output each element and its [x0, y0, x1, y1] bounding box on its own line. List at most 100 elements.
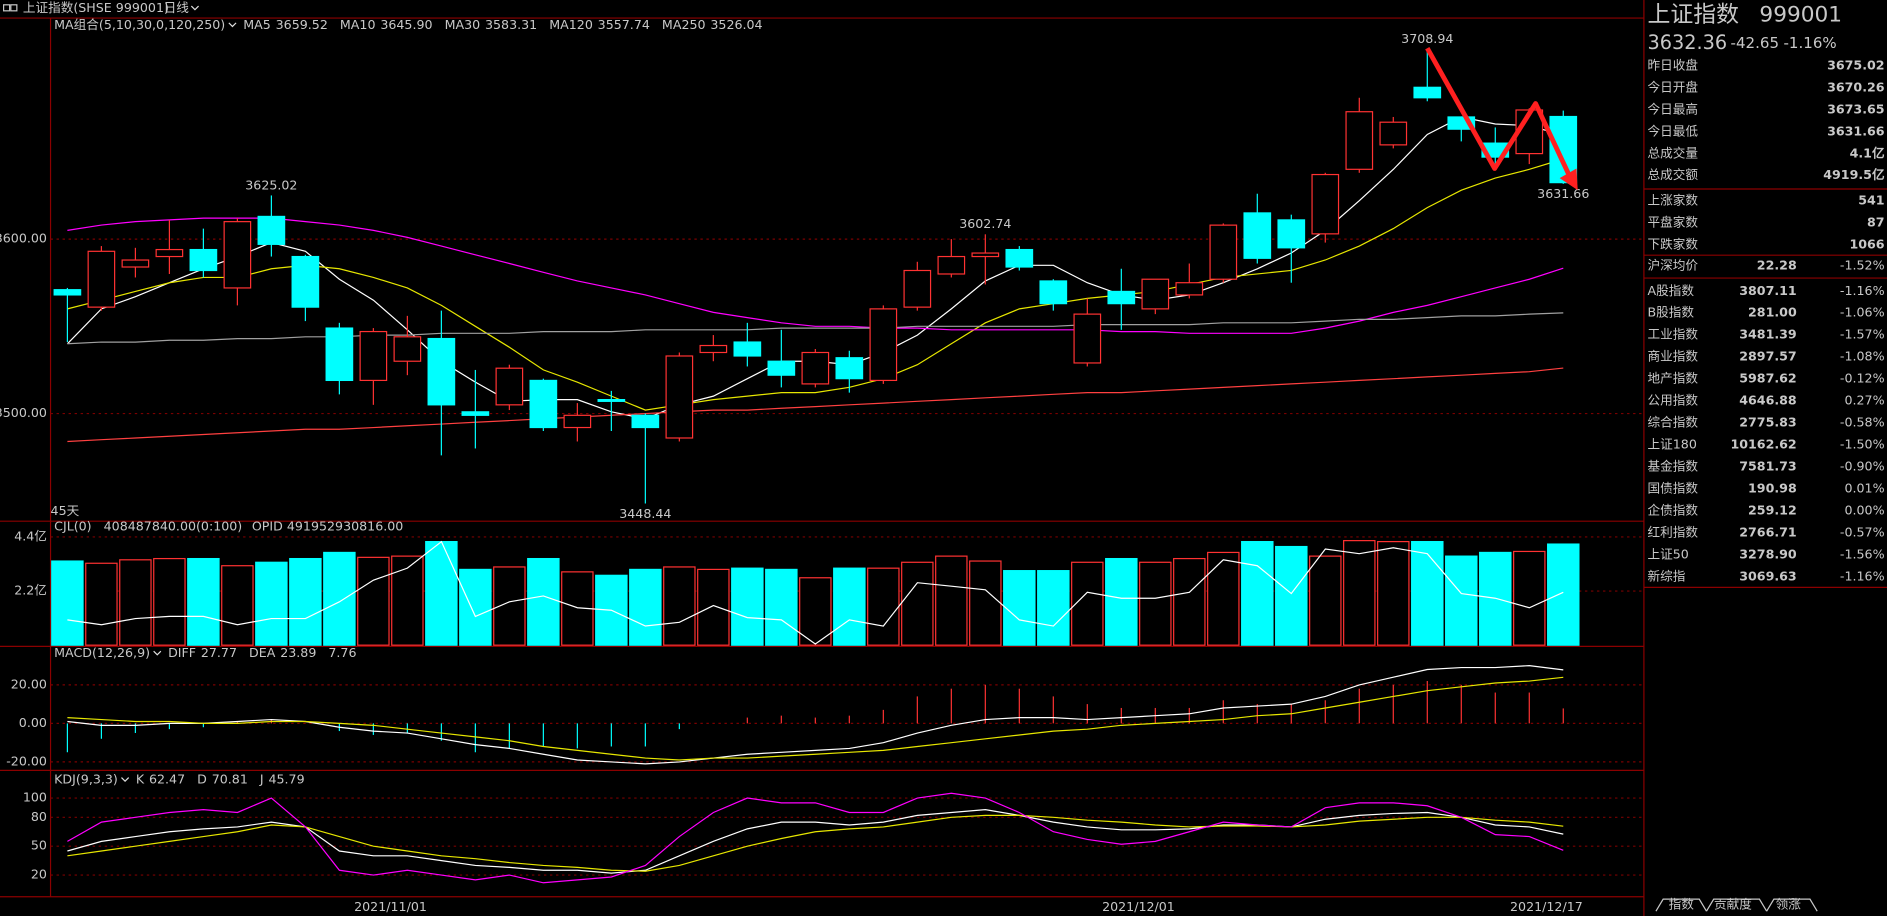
volume-bar — [527, 557, 560, 646]
quote-value: 259.12 — [1748, 502, 1797, 517]
quote-label: 下跌家数 — [1648, 236, 1699, 251]
quote-label: 公用指数 — [1648, 393, 1699, 408]
candle-body — [427, 337, 456, 406]
quote-value: 3807.11 — [1739, 283, 1797, 298]
dropdown-chevron — [228, 22, 237, 28]
y-tick-label: -20.00 — [6, 753, 47, 768]
quote-label: 基金指数 — [1648, 459, 1699, 474]
legend-name: MA10 — [340, 17, 376, 32]
quote-label: 今日开盘 — [1648, 80, 1699, 95]
legend-name: K — [136, 771, 145, 786]
volume-bar — [255, 561, 288, 646]
legend-value: 7.76 — [328, 645, 356, 660]
candle-body — [733, 341, 762, 357]
volume-bar — [51, 560, 84, 646]
low-label: 3448.44 — [619, 506, 671, 521]
quote-label: 上涨家数 — [1648, 193, 1699, 208]
legend-value: 23.89 — [280, 645, 316, 660]
legend-stat: 408487840.00(0:100) — [104, 519, 243, 534]
candle-body — [1209, 224, 1238, 280]
volume-bar — [119, 559, 152, 646]
volume-bar — [1207, 551, 1240, 646]
indicator-line — [67, 676, 1564, 761]
quote-panel: 上证指数 999001 3632.36 -42.65 -1.16% 昨日收盘 36… — [1648, 2, 1885, 583]
plot-layer: 3500.00 3600.00 3625.02 3602.74 3708.94 3448.… — [0, 17, 1644, 914]
volume-bar — [867, 567, 900, 646]
y-tick-label: 80 — [31, 809, 47, 824]
quote-value: 87 — [1867, 214, 1885, 229]
volume-bar — [1479, 551, 1512, 646]
quote-label: A股指数 — [1648, 283, 1695, 298]
low-label: 3631.66 — [1537, 186, 1589, 201]
y-tick-label: 4.4亿 — [14, 528, 47, 543]
quote-label: 昨日收盘 — [1648, 58, 1699, 73]
legend-value: 3526.04 — [710, 17, 762, 32]
candle-body — [665, 355, 694, 439]
indicator-line — [67, 792, 1564, 884]
quote-pct: -1.50% — [1840, 437, 1885, 452]
volume-bar — [935, 555, 968, 646]
volume-bar — [901, 561, 934, 646]
volume-bar — [1105, 557, 1138, 646]
candle-body — [903, 269, 932, 308]
quote-value: 281.00 — [1748, 305, 1797, 320]
legend-name: MA30 — [445, 17, 481, 32]
quote-pct: 0.01% — [1844, 480, 1884, 495]
legend-value: 27.77 — [201, 645, 237, 660]
arrow-head — [1559, 168, 1578, 191]
volume-bar — [391, 555, 424, 646]
tab[interactable]: 指数 — [1669, 897, 1695, 912]
quote-name: 上证指数 — [1648, 2, 1740, 28]
candle-body — [563, 414, 592, 429]
volume-bar — [187, 557, 220, 646]
period-selector[interactable]: 日线 — [164, 0, 190, 15]
volume-bar — [1377, 541, 1410, 646]
quote-label: 上证50 — [1648, 546, 1689, 561]
quote-value: 7581.73 — [1739, 459, 1797, 474]
quote-value: 4.1亿 — [1850, 145, 1885, 160]
indicator-line — [67, 540, 1564, 645]
tab[interactable]: 领涨 — [1776, 897, 1802, 912]
indicator-line — [67, 367, 1564, 443]
legend-value: 62.47 — [149, 771, 185, 786]
candle-body — [937, 255, 966, 275]
candle-body — [1345, 111, 1374, 170]
quote-pct: -1.06% — [1840, 305, 1885, 320]
dropdown-chevron[interactable] — [190, 5, 199, 11]
quote-label: 工业指数 — [1648, 327, 1699, 342]
tab[interactable]: 贡献度 — [1714, 897, 1752, 912]
candle-body — [87, 250, 116, 308]
candle-body — [1005, 248, 1034, 268]
quote-label: 上证180 — [1648, 437, 1697, 452]
candle-body — [699, 344, 728, 354]
y-tick-label: 0.00 — [19, 715, 47, 730]
candle-body — [189, 248, 218, 272]
candle-body — [495, 367, 524, 406]
x-tick-label: 2021/11/01 — [354, 899, 427, 914]
period-label: 45天 — [51, 503, 80, 518]
volume-bar — [1411, 541, 1444, 646]
legend-name: MA250 — [662, 17, 706, 32]
high-label: 3625.02 — [245, 177, 297, 192]
candle-body — [529, 379, 558, 429]
y-tick-label: 100 — [23, 790, 47, 805]
legend-value: 70.81 — [212, 771, 248, 786]
candle-body — [835, 357, 864, 380]
quote-value: 22.28 — [1757, 258, 1797, 273]
volume-bar — [1139, 561, 1172, 646]
quote-label: 沪深均价 — [1648, 258, 1699, 273]
quote-pct: 0.00% — [1844, 502, 1884, 517]
volume-bar — [1241, 541, 1274, 646]
volume-bar — [629, 568, 662, 646]
indicator-line — [67, 814, 1564, 872]
volume-bar — [1173, 557, 1206, 646]
volume-bar — [765, 568, 798, 646]
dropdown-chevron — [153, 650, 162, 656]
quote-value: 3278.90 — [1739, 546, 1797, 561]
quote-value: 4646.88 — [1739, 393, 1797, 408]
volume-bar — [425, 541, 458, 646]
candle-body — [155, 248, 184, 258]
indicator-line — [67, 665, 1564, 765]
